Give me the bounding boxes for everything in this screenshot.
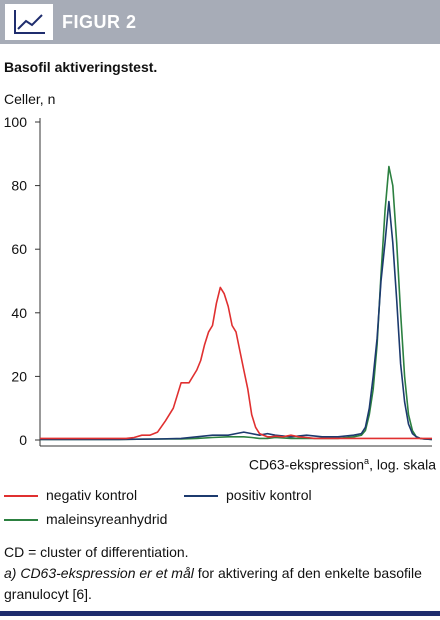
footnote-3: granulocyt [6]. (4, 584, 92, 605)
chart-area: 0 20 40 60 80 100 (4, 114, 433, 448)
legend-swatch-positiv (184, 495, 218, 498)
chart-title: Basofil aktiveringstest. (4, 59, 158, 75)
legend-swatch-negativ (4, 495, 38, 498)
y-tick-label: 80 (11, 178, 27, 194)
x-axis-label-suffix: , log. skala (369, 456, 436, 473)
legend-label-malein: maleinsyreanhydrid (46, 511, 168, 527)
footnote-3-text: granulocyt [6]. (4, 586, 92, 602)
figure-header: FIGUR 2 (0, 0, 440, 44)
legend-item-positiv: positiv kontrol (184, 487, 312, 503)
y-tick-label: 0 (19, 432, 27, 448)
legend-label-negativ: negativ kontrol (46, 487, 138, 503)
y-axis-label: Celler, n (4, 91, 56, 107)
footnote-1-text: CD = cluster of differentiation. (4, 544, 189, 560)
x-axis-label: CD63-ekspressiona, log. skala (249, 456, 436, 473)
x-axis-label-sup: a (364, 456, 370, 466)
line-chart-icon (5, 4, 53, 40)
figure-label: FIGUR 2 (62, 12, 137, 32)
legend-label-positiv: positiv kontrol (226, 487, 312, 503)
bottom-rule (0, 611, 440, 616)
series-line-negativ-kontrol (40, 286, 432, 440)
series-line-positiv-kontrol (40, 200, 433, 441)
footnote-2-italic: a) CD63-ekspression er et mål (4, 565, 194, 581)
footnote-2: a) CD63-ekspression er et mål for aktive… (4, 563, 422, 584)
y-tick-label: 100 (4, 114, 28, 130)
y-tick-label: 20 (11, 368, 27, 384)
footnote-2-rest: for aktivering af den enkelte basofile (193, 565, 422, 581)
legend-item-negativ: negativ kontrol (4, 487, 137, 503)
y-tick-label: 40 (11, 305, 27, 321)
y-tick-label: 60 (11, 241, 27, 257)
x-axis-label-text: CD63-ekspression (248, 456, 365, 473)
series-line-maleinsyreanhydrid (40, 165, 433, 441)
legend-swatch-malein (4, 519, 38, 522)
footnote-1: CD = cluster of differentiation. (4, 542, 189, 563)
legend-item-malein: maleinsyreanhydrid (4, 511, 167, 527)
